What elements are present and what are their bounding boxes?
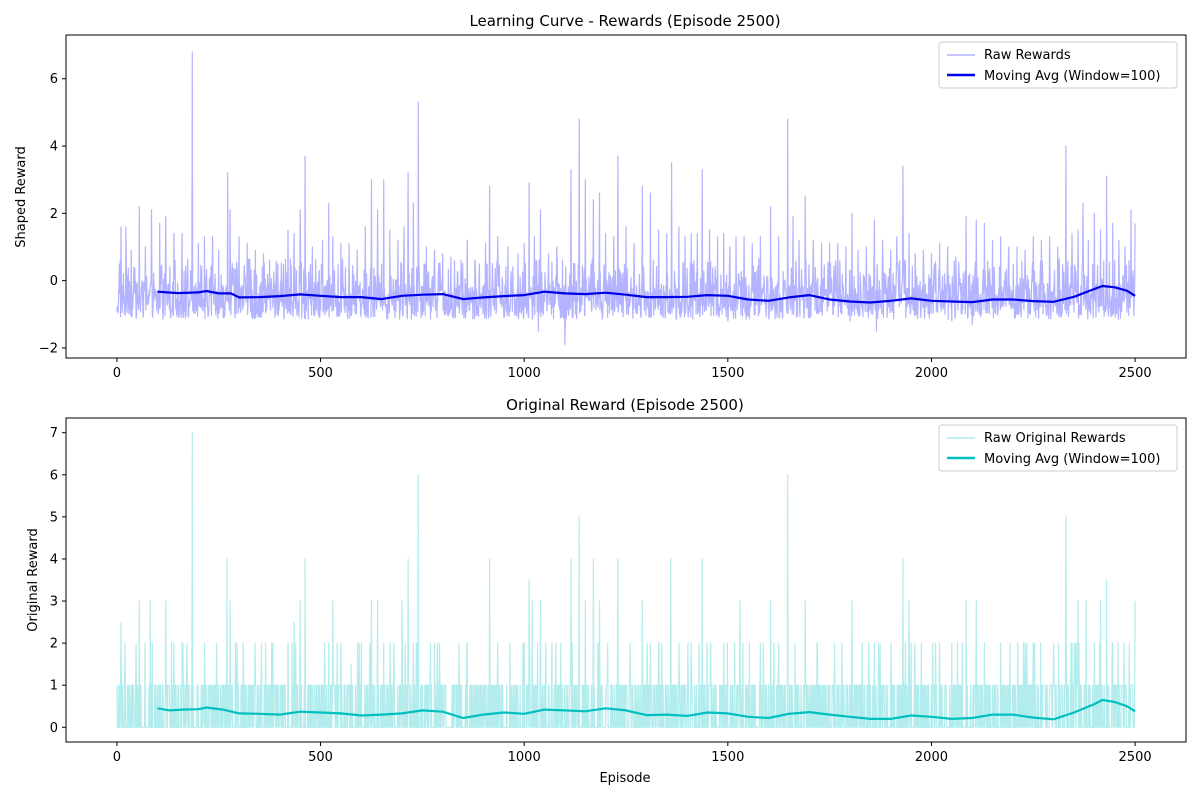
legend: Raw Rewards Moving Avg (Window=100) — [938, 41, 1178, 89]
legend-label-raw: Raw Rewards — [984, 48, 1071, 63]
panel-title: Learning Curve - Rewards (Episode 2500) — [469, 12, 780, 30]
legend: Raw Original Rewards Moving Avg (Window=… — [938, 424, 1178, 472]
y-tick-label: 3 — [50, 595, 58, 610]
x-tick-label: 1000 — [508, 366, 541, 381]
panel-title: Original Reward (Episode 2500) — [506, 396, 744, 414]
x-tick-label: 500 — [308, 366, 333, 381]
y-tick-label: 0 — [50, 274, 58, 289]
y-tick-label: 4 — [50, 552, 58, 567]
y-tick-label: 4 — [50, 140, 58, 155]
x-tick-label: 2500 — [1119, 366, 1152, 381]
shaped-reward-panel: Learning Curve - Rewards (Episode 2500) … — [14, 12, 1187, 381]
legend-label-avg: Moving Avg (Window=100) — [984, 69, 1160, 84]
y-tick-label: −2 — [39, 341, 58, 356]
y-tick-label: 5 — [50, 510, 58, 525]
moving-average-line — [157, 284, 1136, 304]
axis-ticks: 0 500 1000 1500 2000 2500 −2 0 2 4 6 — [39, 34, 1187, 381]
x-tick-label: 1500 — [711, 366, 744, 381]
axes-frame — [65, 34, 1187, 359]
raw-rewards-line — [116, 432, 1136, 728]
x-tick-label: 1500 — [711, 750, 744, 765]
y-axis-label: Original Reward — [26, 528, 41, 631]
original-reward-panel: Original Reward (Episode 2500) Original … — [26, 396, 1187, 786]
y-tick-label: 6 — [50, 468, 58, 483]
axis-ticks: 0 500 1000 1500 2000 2500 0 1 2 3 4 5 6 7 — [50, 417, 1187, 765]
y-tick-label: 6 — [50, 72, 58, 87]
x-tick-label: 2000 — [915, 366, 948, 381]
moving-average-line — [157, 698, 1136, 721]
x-axis-label: Episode — [599, 771, 650, 786]
legend-box — [938, 424, 1178, 472]
y-tick-label: 1 — [50, 679, 58, 694]
x-tick-label: 0 — [113, 366, 121, 381]
plot-area — [116, 51, 1136, 346]
axes-frame — [65, 417, 1187, 743]
x-tick-label: 2500 — [1119, 750, 1152, 765]
y-axis-label: Shaped Reward — [14, 146, 29, 248]
x-tick-label: 1000 — [508, 750, 541, 765]
legend-box — [938, 41, 1178, 89]
y-tick-label: 2 — [50, 637, 58, 652]
y-tick-label: 7 — [50, 426, 58, 441]
plot-area — [116, 432, 1136, 728]
y-tick-label: 2 — [50, 207, 58, 222]
legend-label-raw: Raw Original Rewards — [984, 431, 1126, 446]
x-tick-label: 0 — [113, 750, 121, 765]
x-tick-label: 500 — [308, 750, 333, 765]
y-tick-label: 0 — [50, 721, 58, 736]
x-tick-label: 2000 — [915, 750, 948, 765]
legend-label-avg: Moving Avg (Window=100) — [984, 452, 1160, 467]
